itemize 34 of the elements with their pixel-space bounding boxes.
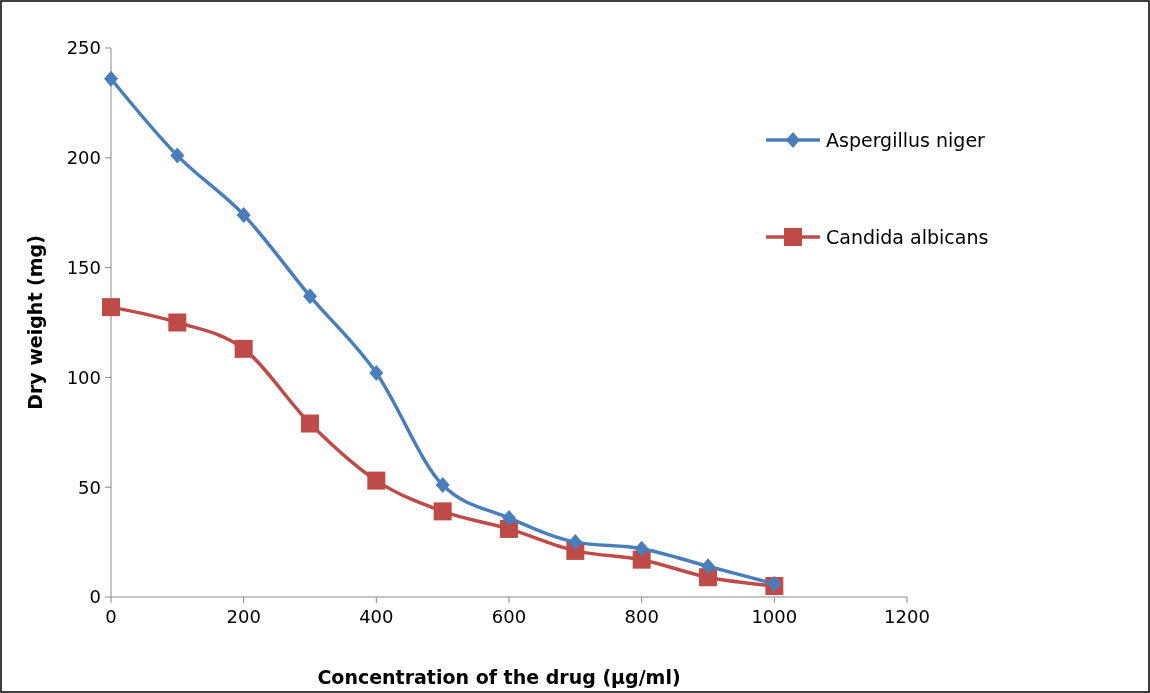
y-axis-title: Dry weight (mg) (24, 235, 46, 410)
x-axis-title: Concentration of the drug (µg/ml) (317, 666, 681, 688)
point (369, 365, 384, 382)
point (170, 147, 185, 164)
point (568, 534, 583, 551)
x-tick-label: 200 (226, 606, 261, 627)
point (236, 206, 251, 223)
point (104, 70, 118, 87)
x-tick-label: 1000 (751, 606, 798, 627)
point (433, 502, 452, 521)
x-tick-label: 0 (105, 606, 117, 627)
point (701, 558, 715, 575)
point (301, 414, 319, 433)
point (367, 471, 386, 490)
legend-label: Candida albicans (826, 225, 989, 248)
point (102, 298, 120, 317)
y-tick-label: 50 (78, 476, 101, 498)
point (632, 550, 651, 569)
x-tick-label: 600 (491, 606, 527, 627)
point (303, 288, 317, 305)
point (435, 477, 450, 493)
x-tick-label: 400 (359, 606, 394, 627)
y-tick-label: 200 (66, 147, 101, 169)
y-tick-label: 0 (89, 586, 101, 608)
y-tick-label: 250 (66, 37, 101, 59)
point (168, 313, 187, 332)
legend-label: Aspergillus niger (826, 128, 986, 151)
y-tick-label: 100 (66, 366, 101, 388)
x-tick-label: 800 (624, 606, 659, 627)
point (502, 509, 516, 526)
x-tick-label: 1200 (884, 606, 930, 627)
y-tick-label: 150 (66, 256, 101, 278)
point (234, 339, 253, 358)
point (634, 540, 649, 557)
